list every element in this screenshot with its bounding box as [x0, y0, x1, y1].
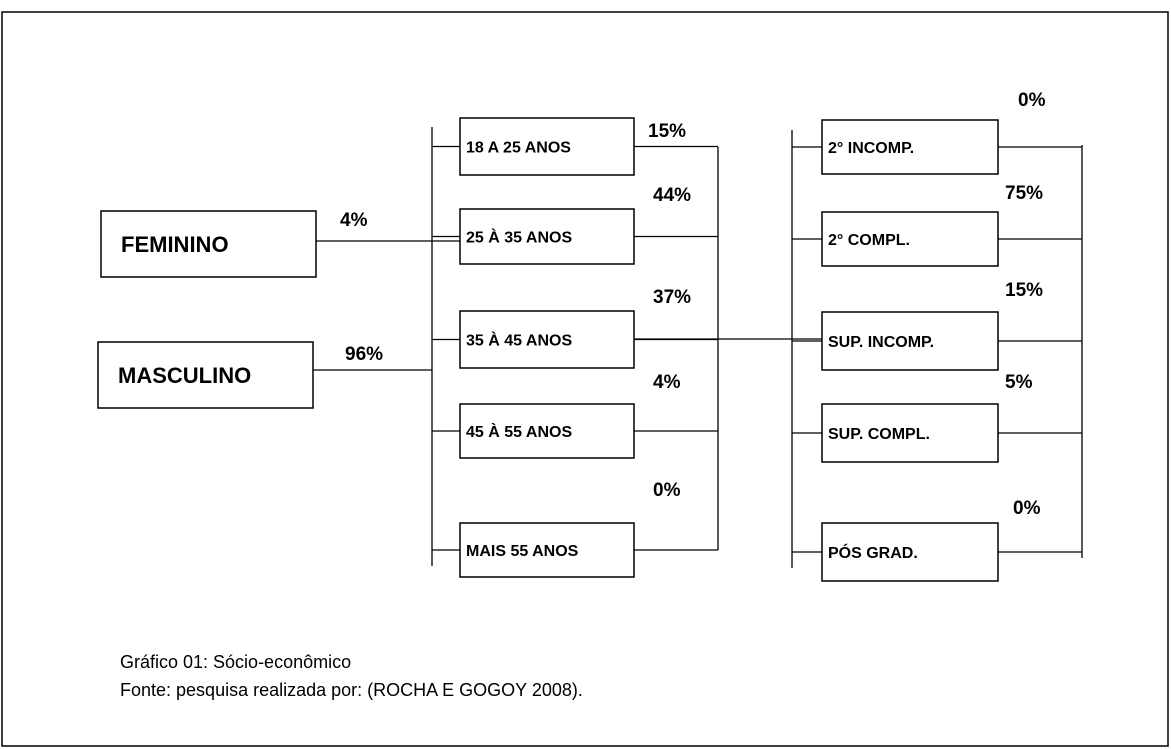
node-box [821, 311, 999, 371]
node-box [459, 208, 635, 265]
frame [1, 11, 1169, 747]
node-percent: 15% [1005, 280, 1043, 301]
caption-title: Gráfico 01: Sócio-econômico [120, 652, 351, 672]
node-label: PÓS GRAD. [828, 543, 918, 562]
node-percent: 96% [345, 344, 383, 365]
node-label: MASCULINO [118, 363, 251, 388]
node-box [459, 403, 635, 459]
node-label: SUP. INCOMP. [828, 334, 934, 351]
node-percent: 0% [653, 480, 681, 501]
node-box [97, 341, 314, 409]
node-percent: 5% [1005, 372, 1033, 393]
node-box [459, 522, 635, 578]
node-label: 2° COMPL. [828, 232, 910, 249]
node-box [100, 210, 317, 278]
node-label: MAIS 55 ANOS [466, 543, 579, 560]
node-label: SUP. COMPL. [828, 426, 930, 443]
node-box [821, 522, 999, 582]
node-percent: 4% [653, 372, 681, 393]
node-percent: 4% [340, 210, 368, 231]
node-label: 35 À 45 ANOS [466, 331, 572, 350]
node-percent: 37% [653, 287, 691, 308]
node-box [821, 119, 999, 175]
node-box [821, 211, 999, 267]
node-percent: 0% [1018, 90, 1046, 111]
node-label: 2° INCOMP. [828, 140, 914, 157]
node-box [459, 117, 635, 176]
node-box [821, 403, 999, 463]
node-label: 45 À 55 ANOS [466, 422, 572, 441]
node-percent: 75% [1005, 183, 1043, 204]
node-label: 18 A 25 ANOS [466, 140, 571, 157]
node-label: 25 À 35 ANOS [466, 228, 572, 247]
node-percent: 0% [1013, 498, 1041, 519]
node-percent: 15% [648, 121, 686, 142]
node-percent: 44% [653, 185, 691, 206]
node-label: FEMININO [121, 232, 229, 257]
node-box [459, 310, 635, 369]
caption-source: Fonte: pesquisa realizada por: (ROCHA E … [120, 680, 583, 700]
